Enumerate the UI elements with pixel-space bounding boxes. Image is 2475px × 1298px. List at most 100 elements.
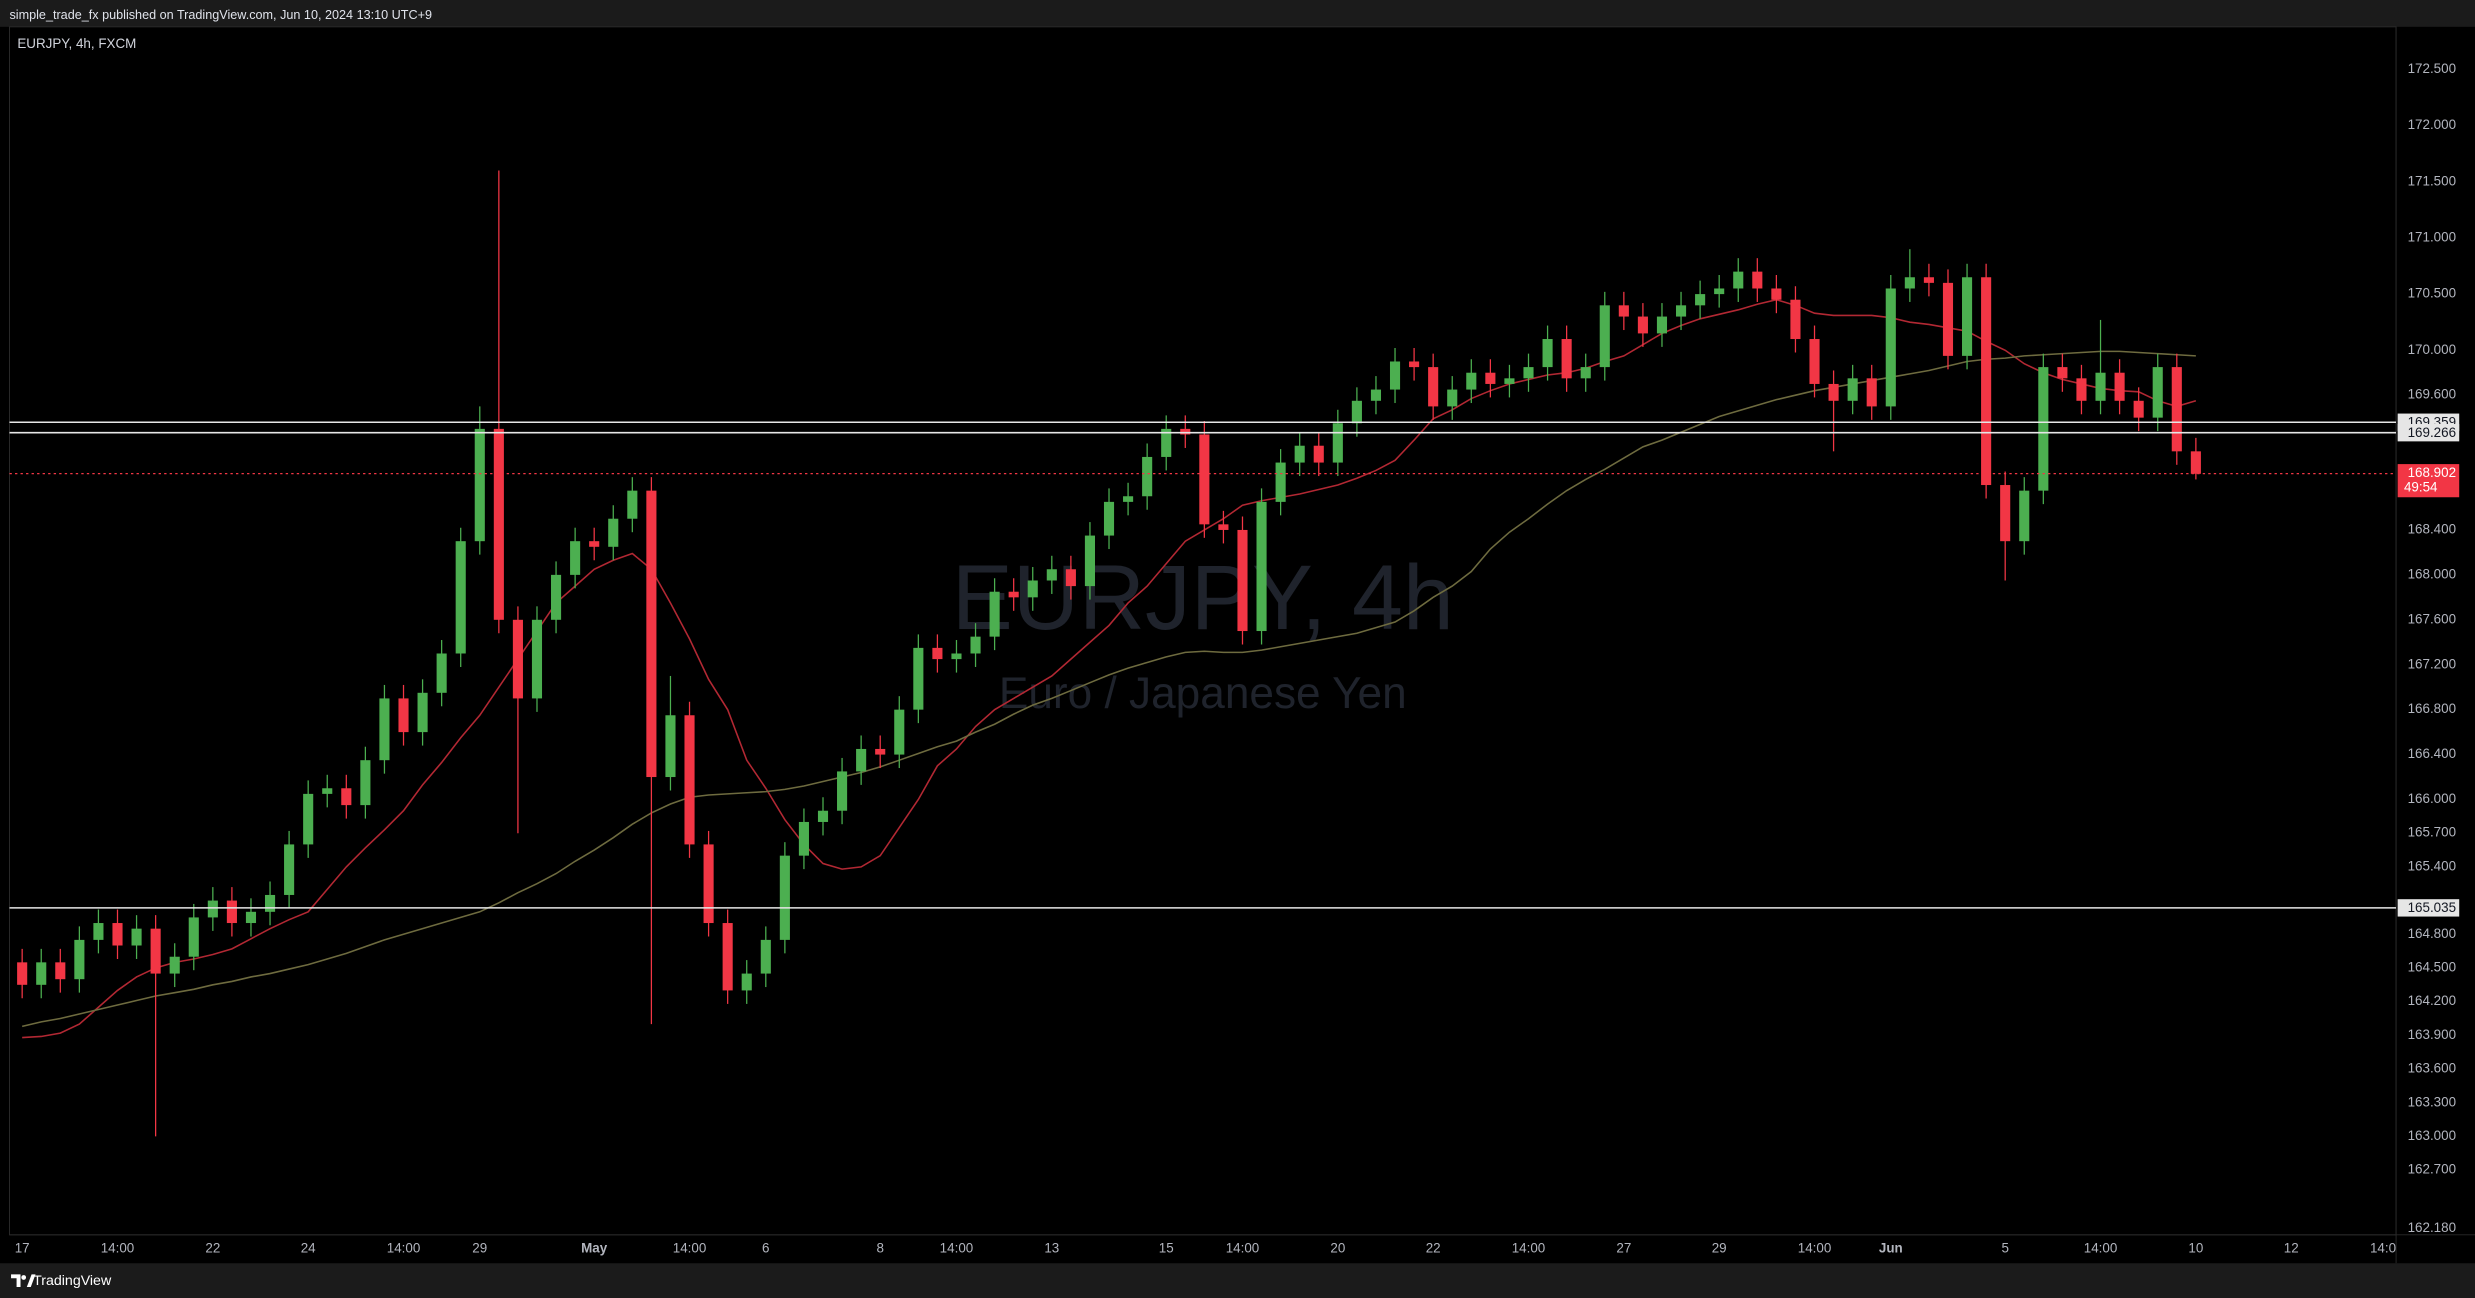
x-tick-label: Jun [1879, 1241, 1903, 1256]
candle-body [1523, 367, 1534, 379]
candle-body [1103, 501, 1115, 536]
price-line-label: 169.266 [2408, 425, 2456, 440]
candle-body [2114, 372, 2125, 401]
candle-body [1637, 316, 1648, 334]
candle-body [2095, 372, 2106, 401]
y-tick-label: 163.300 [2408, 1094, 2456, 1109]
candle-body [2076, 378, 2087, 401]
candle-body [875, 748, 886, 755]
candle-body [1485, 372, 1496, 384]
x-tick-label: 14:00 [387, 1241, 421, 1256]
candle-body [856, 748, 867, 772]
candle-body [1733, 271, 1744, 289]
price-line-label-box [2397, 899, 2460, 917]
candle-body [360, 760, 371, 806]
candle-body [322, 788, 333, 794]
candle-body [837, 771, 848, 811]
candle-body [1313, 445, 1324, 463]
y-tick-label: 170.500 [2408, 286, 2456, 301]
candle-body [1161, 428, 1172, 457]
candle-body [207, 900, 218, 918]
candle-body [1466, 372, 1477, 390]
candle-body [493, 428, 504, 620]
x-tick-label: 14:00 [1798, 1241, 1832, 1256]
candle-body [627, 490, 638, 519]
x-tick-label: 15 [1159, 1241, 1174, 1256]
candle-body [264, 894, 276, 912]
price-line-label: 165.035 [2408, 900, 2456, 915]
candle-body [1828, 383, 1839, 401]
candle-body [1790, 299, 1801, 340]
candle-body [1084, 535, 1095, 587]
candle-body [913, 647, 924, 710]
candle-body [741, 973, 752, 991]
candle-body [1599, 305, 1610, 368]
candle-body [112, 923, 123, 946]
tradingview-logo [11, 1274, 36, 1287]
candle-body [188, 917, 199, 957]
y-tick-label: 171.500 [2408, 173, 2456, 188]
x-tick-label: 17 [15, 1241, 30, 1256]
y-tick-label: 164.500 [2408, 960, 2456, 975]
y-tick-label: 172.500 [2408, 61, 2456, 76]
candle-body [1370, 389, 1382, 401]
last-price-label: 168.902 [2408, 465, 2456, 480]
candle-body [1771, 288, 1782, 300]
y-tick-label: 168.000 [2408, 566, 2456, 581]
candle-body [1142, 456, 1153, 497]
x-tick-label: 8 [876, 1241, 883, 1256]
candle-body [951, 653, 962, 660]
candle-body [1962, 277, 1973, 356]
candle-body [1542, 339, 1553, 368]
candle-body [551, 574, 562, 620]
y-tick-label: 167.200 [2408, 656, 2456, 671]
candle-body [1923, 277, 1934, 283]
candle-body [1409, 361, 1420, 368]
header-bar [0, 0, 2475, 27]
axes: 172.500 172.000 171.500 171.000 170.500 170.0… [15, 61, 2460, 1256]
y-tick-label: 163.000 [2408, 1128, 2456, 1143]
y-tick-label: 166.000 [2408, 791, 2456, 806]
moving-average-line [22, 298, 2197, 1039]
y-tick-label: 164.800 [2408, 926, 2456, 941]
x-tick-label: 6 [762, 1241, 769, 1256]
y-tick-label: 163.600 [2408, 1061, 2456, 1076]
candle-body [1942, 282, 1954, 356]
candle-body [722, 923, 733, 991]
candle-body [2000, 485, 2011, 542]
candle-body [245, 911, 257, 924]
x-tick-label: 14:00 [673, 1241, 707, 1256]
candle-body [2171, 367, 2182, 452]
candle-body [512, 619, 523, 699]
candle-body [436, 653, 447, 693]
x-tick-label: 22 [1426, 1241, 1441, 1256]
candle-body [779, 855, 790, 940]
candle-body [474, 428, 485, 542]
y-tick-label: 168.400 [2408, 521, 2456, 536]
candle-body [1714, 288, 1725, 295]
candle-body [665, 715, 676, 778]
y-tick-label: 166.400 [2408, 746, 2456, 761]
candle-body [131, 928, 142, 946]
x-tick-label: May [581, 1241, 608, 1256]
candle-body [1199, 434, 1210, 525]
candle-body [798, 821, 809, 856]
candle-body [1561, 339, 1572, 379]
symbol-label: EURJPY, 4h, FXCM [17, 36, 136, 51]
candle-body [1389, 361, 1401, 390]
candle-body [1008, 591, 1019, 598]
candle-body [1065, 569, 1076, 587]
candle-body [531, 619, 543, 699]
candle-body [1675, 305, 1687, 317]
x-tick-label: 13 [1044, 1241, 1059, 1256]
last-price-box [2397, 464, 2460, 498]
y-tick-label: 165.400 [2408, 858, 2456, 873]
candle-body [379, 698, 390, 761]
candle-body [894, 709, 905, 755]
candle-body [1904, 277, 1915, 289]
candle-body [817, 810, 829, 822]
candle-body [303, 793, 314, 845]
candle-body [2152, 367, 2163, 418]
